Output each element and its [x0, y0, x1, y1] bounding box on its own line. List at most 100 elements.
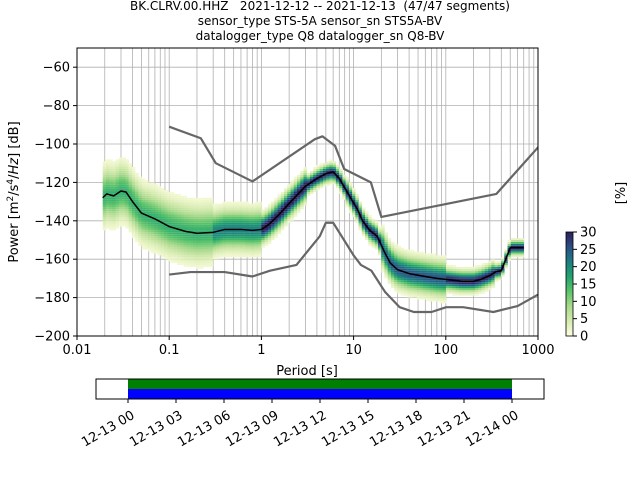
ppsd-cell	[154, 238, 159, 240]
ppsd-cell	[429, 274, 434, 277]
ppsd-cell	[342, 176, 346, 179]
ppsd-cell	[284, 224, 288, 227]
ppsd-cell	[190, 220, 194, 223]
ppsd-cell	[345, 203, 350, 206]
ppsd-cell	[203, 205, 207, 208]
ppsd-cell	[238, 213, 243, 216]
ppsd-cell	[183, 207, 188, 210]
ppsd-cell	[348, 201, 353, 204]
timeline-tick-label: 12-13 21	[415, 408, 473, 450]
ppsd-cell	[368, 218, 372, 221]
ppsd-cell	[203, 197, 207, 200]
ppsd-cell	[458, 282, 463, 285]
ppsd-cell	[514, 243, 518, 246]
ppsd-cell	[439, 301, 444, 304]
ppsd-cell	[125, 184, 129, 187]
ppsd-cell	[251, 209, 256, 212]
ppsd-cell	[109, 172, 113, 175]
ppsd-cell	[203, 263, 207, 265]
ppsd-cell	[183, 240, 188, 242]
ppsd-cell	[251, 238, 256, 240]
ppsd-cell	[141, 241, 146, 244]
ppsd-cell	[271, 226, 275, 229]
ppsd-cell	[125, 216, 129, 219]
ppsd-cell	[157, 205, 162, 208]
ppsd-cell	[122, 165, 126, 168]
ppsd-cell	[355, 197, 359, 200]
ppsd-cell	[135, 176, 139, 179]
ppsd-cell	[251, 228, 256, 231]
ppsd-cell	[167, 238, 172, 240]
ppsd-cell	[157, 251, 162, 254]
ppsd-cell	[141, 193, 146, 196]
ppsd-cell	[157, 216, 162, 219]
ppsd-cell	[190, 253, 194, 256]
ppsd-cell	[300, 199, 304, 202]
ppsd-cell	[125, 170, 129, 173]
ppsd-cell	[397, 282, 401, 285]
ppsd-cell	[206, 201, 210, 204]
ppsd-cell	[212, 205, 217, 208]
ppsd-cell	[144, 222, 149, 225]
ppsd-cell	[225, 222, 230, 225]
ppsd-cell	[381, 245, 385, 248]
ppsd-cell	[135, 190, 139, 192]
ppsd-cell	[115, 199, 120, 202]
ppsd-cell	[229, 230, 233, 233]
ppsd-cell	[238, 251, 243, 254]
ppsd-cell	[131, 172, 136, 175]
ppsd-cell	[510, 238, 515, 240]
ppsd-cell	[160, 213, 165, 216]
ppsd-cell	[284, 222, 288, 225]
ppsd-cell	[190, 247, 194, 250]
ppsd-cell	[290, 195, 295, 198]
ppsd-cell	[190, 263, 194, 265]
ppsd-cell	[400, 284, 405, 287]
ppsd-cell	[170, 241, 175, 244]
ppsd-cell	[475, 289, 479, 292]
ppsd-cell	[128, 220, 133, 223]
ppsd-cell	[468, 289, 473, 292]
ppsd-cell	[109, 186, 113, 189]
ppsd-cell	[501, 270, 505, 273]
ppsd-cell	[319, 176, 324, 179]
ppsd-cell	[115, 193, 120, 196]
ppsd-cell	[118, 197, 123, 200]
ppsd-cell	[183, 199, 188, 202]
ppsd-cell	[238, 201, 243, 204]
ppsd-cell	[167, 241, 172, 244]
ppsd-cell	[410, 274, 414, 277]
ppsd-cell	[442, 282, 447, 285]
ppsd-cell	[251, 241, 256, 244]
ppsd-cell	[203, 257, 207, 260]
ppsd-cell	[429, 278, 434, 281]
ppsd-cell	[484, 286, 489, 288]
ppsd-cell	[468, 291, 473, 294]
ppsd-cell	[442, 286, 447, 288]
ppsd-cell	[303, 199, 308, 202]
ppsd-cell	[177, 195, 181, 198]
ppsd-cell	[203, 251, 207, 254]
ppsd-cell	[293, 205, 298, 208]
ppsd-cell	[284, 213, 288, 216]
ppsd-cell	[501, 259, 505, 262]
ppsd-cell	[452, 289, 457, 292]
ppsd-cell	[186, 201, 191, 204]
ppsd-cell	[504, 266, 508, 269]
ppsd-cell	[245, 232, 249, 235]
ppsd-cell	[420, 295, 424, 298]
ppsd-cell	[154, 241, 159, 244]
ppsd-cell	[245, 247, 249, 250]
ppsd-cell	[203, 224, 207, 227]
ppsd-cell	[122, 222, 126, 225]
ppsd-cell	[481, 289, 486, 292]
ppsd-cell	[222, 205, 227, 208]
ppsd-cell	[128, 207, 133, 210]
ppsd-cell	[235, 232, 240, 235]
ppsd-cell	[235, 226, 240, 229]
ppsd-cell	[102, 184, 107, 187]
ppsd-cell	[238, 209, 243, 212]
ppsd-cell	[151, 195, 155, 198]
ppsd-cell	[138, 228, 142, 231]
ppsd-cell	[355, 205, 359, 208]
